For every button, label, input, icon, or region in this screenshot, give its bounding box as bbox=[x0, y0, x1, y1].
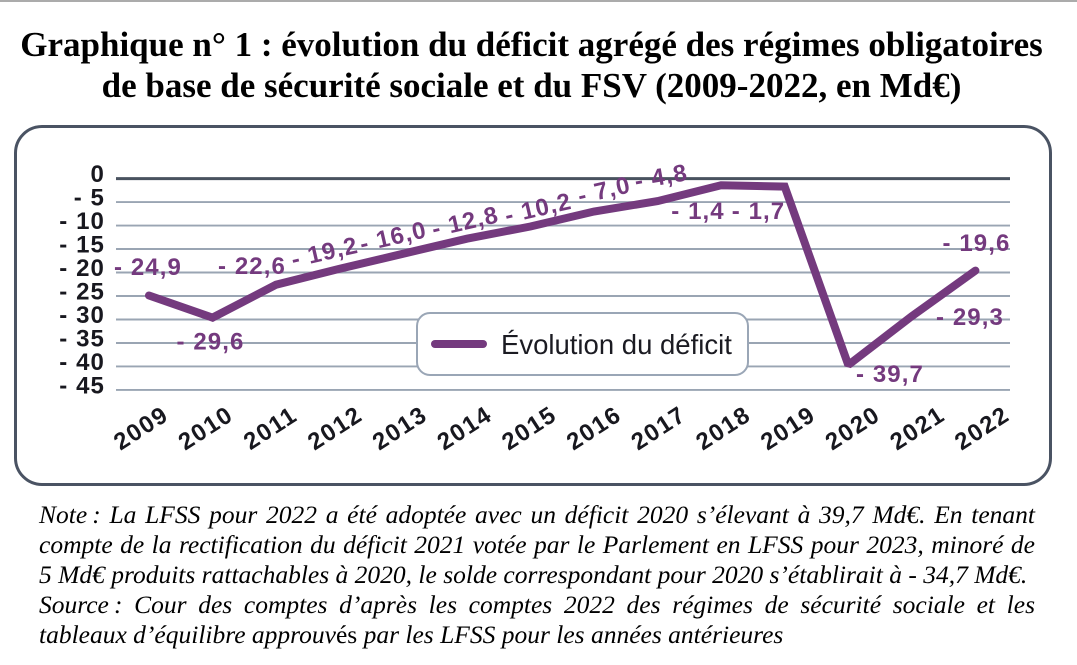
svg-text:2013: 2013 bbox=[368, 401, 433, 456]
svg-text:- 19,6: - 19,6 bbox=[943, 230, 1011, 257]
svg-text:2014: 2014 bbox=[433, 401, 498, 456]
svg-text:2022: 2022 bbox=[950, 401, 1015, 456]
svg-text:2011: 2011 bbox=[239, 401, 302, 455]
svg-text:- 40: - 40 bbox=[59, 349, 105, 376]
svg-text:2009: 2009 bbox=[109, 401, 174, 456]
svg-text:2015: 2015 bbox=[497, 401, 562, 456]
svg-text:- 29,3: - 29,3 bbox=[936, 304, 1004, 331]
svg-text:- 24,9: - 24,9 bbox=[114, 254, 182, 281]
svg-text:2021: 2021 bbox=[885, 401, 950, 456]
svg-text:- 25: - 25 bbox=[59, 278, 105, 305]
svg-text:- 29,6: - 29,6 bbox=[177, 329, 245, 356]
svg-text:2020: 2020 bbox=[821, 401, 886, 456]
svg-text:0: 0 bbox=[91, 161, 105, 188]
svg-text:2010: 2010 bbox=[174, 401, 239, 456]
svg-text:2018: 2018 bbox=[691, 401, 756, 456]
svg-text:2019: 2019 bbox=[756, 401, 821, 456]
svg-text:- 4,8: - 4,8 bbox=[633, 159, 690, 195]
svg-text:2017: 2017 bbox=[627, 401, 692, 456]
svg-text:- 22,6: - 22,6 bbox=[218, 253, 286, 280]
svg-text:- 5: - 5 bbox=[74, 185, 105, 212]
svg-text:- 35: - 35 bbox=[59, 325, 105, 352]
svg-text:- 1,4: - 1,4 bbox=[671, 198, 725, 225]
svg-text:- 45: - 45 bbox=[59, 372, 105, 399]
svg-text:2016: 2016 bbox=[562, 401, 627, 456]
svg-text:- 30: - 30 bbox=[59, 302, 105, 329]
svg-text:2012: 2012 bbox=[303, 401, 368, 456]
svg-text:- 10: - 10 bbox=[59, 208, 105, 235]
svg-text:- 15: - 15 bbox=[59, 231, 105, 258]
svg-text:- 20: - 20 bbox=[59, 255, 105, 282]
svg-text:- 39,7: - 39,7 bbox=[856, 361, 924, 388]
svg-text:- 1,7: - 1,7 bbox=[732, 198, 786, 225]
